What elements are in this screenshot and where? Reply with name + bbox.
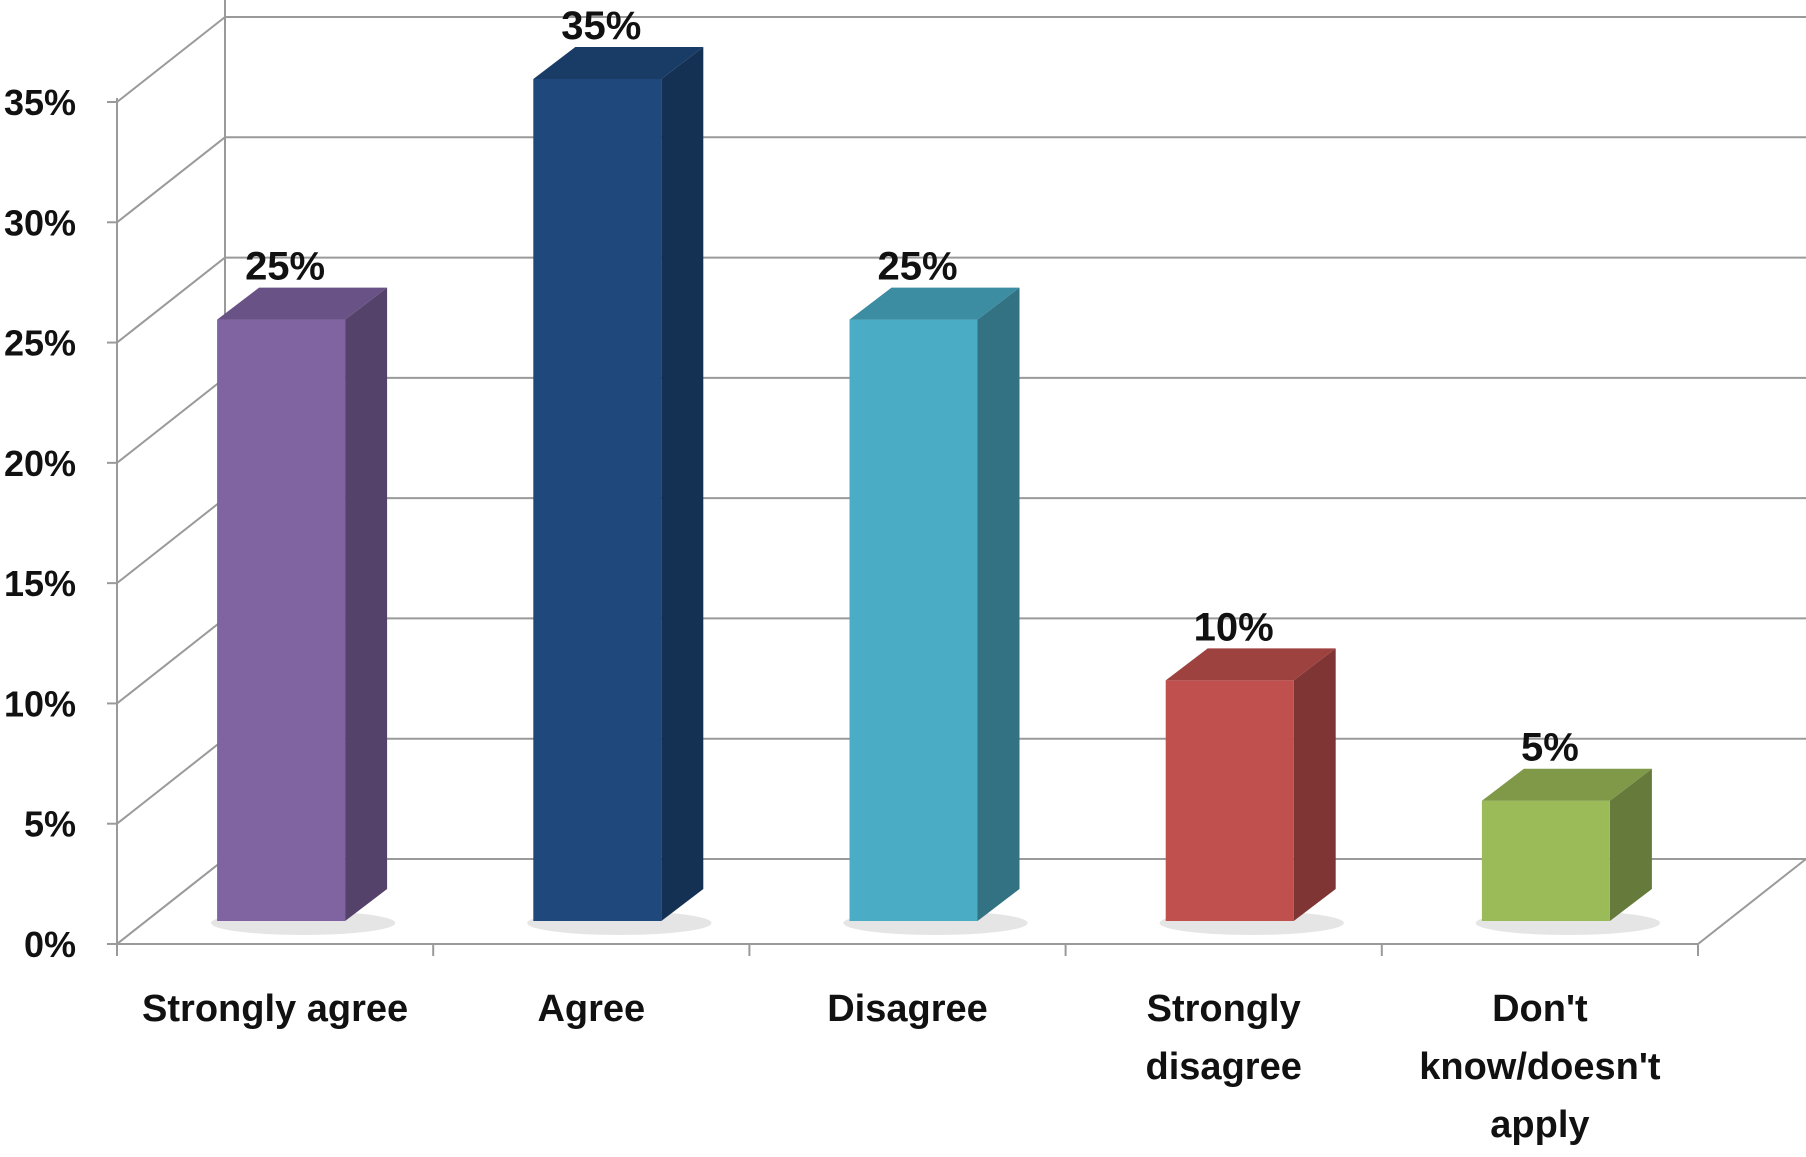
gridline-diagonal [116, 737, 226, 825]
y-tick-label: 5% [24, 804, 76, 845]
gridline-diagonal [116, 377, 226, 464]
bar-front [1165, 680, 1294, 921]
bar-front [849, 319, 978, 922]
x-tick-label-line: Strongly agree [142, 988, 408, 1030]
data-labels: 25% Strongly agree 35% Agree 25% Disagree 10% S… [142, 4, 1661, 1146]
y-tick-label: 15% [4, 563, 76, 604]
y-tick-label: 25% [4, 323, 76, 364]
bar-value-label: 25% [245, 245, 325, 289]
bar [527, 47, 712, 935]
axes: 0% 5% 10% 15% 20% 25% 30% 35% [4, 82, 1699, 965]
bar-front [217, 319, 346, 922]
gridline-diagonal [116, 136, 226, 224]
bar-front [533, 79, 662, 921]
bar-top [1165, 648, 1336, 681]
x-tick-label-line: Strongly [1147, 988, 1301, 1030]
bar-side [661, 47, 704, 921]
y-tick-label: 0% [24, 924, 76, 965]
x-tick-label: Don't know/doesn't apply [1419, 988, 1661, 1146]
bar-value-label: 5% [1521, 726, 1579, 770]
x-tick-label: Disagree [827, 988, 988, 1030]
x-tick-label: Strongly disagree [1146, 988, 1302, 1088]
gridline-diagonal [116, 617, 226, 705]
bar-side [345, 287, 388, 922]
bar-top [849, 287, 1020, 320]
bar [1475, 768, 1661, 935]
bar-front [1481, 800, 1610, 921]
y-tick-label: 30% [4, 202, 76, 243]
bars [210, 47, 1661, 935]
x-tick-label-line: disagree [1146, 1046, 1302, 1088]
bar [1159, 648, 1344, 935]
bar-value-label: 25% [877, 245, 957, 289]
x-tick-label-line: Don't [1492, 988, 1588, 1030]
x-tick-label-line: apply [1490, 1104, 1589, 1146]
bar-top [533, 47, 704, 79]
bar-value-label: 10% [1194, 605, 1274, 649]
x-tick-label: Strongly agree [142, 988, 408, 1030]
y-tick-label: 10% [4, 683, 76, 724]
bar [843, 287, 1028, 935]
gridline-diagonal [116, 256, 226, 344]
bar-value-label: 35% [561, 4, 641, 48]
x-tick-label-line: know/doesn't [1419, 1046, 1661, 1088]
gridline-diagonal [116, 16, 226, 103]
bar-side [977, 287, 1020, 922]
bar-side [1293, 648, 1336, 921]
y-tick-label: 35% [4, 82, 76, 123]
x-tick-label-line: Agree [537, 988, 645, 1030]
gridline-diagonal [116, 497, 226, 584]
bar-top [217, 287, 388, 320]
bar-side [1609, 768, 1652, 921]
bar [210, 287, 396, 935]
x-tick-label-line: Disagree [827, 988, 988, 1030]
bar-top [1481, 768, 1652, 801]
y-tick-label: 20% [4, 443, 76, 484]
x-tick-label: Agree [537, 988, 645, 1030]
